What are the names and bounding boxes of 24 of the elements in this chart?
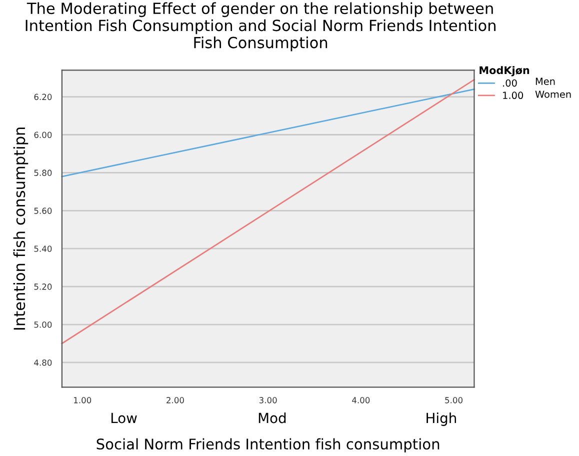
text: High: [426, 412, 456, 426]
text: Men: [536, 78, 555, 85]
y-tick-label: 5.60: [34, 208, 52, 214]
text: Low: [111, 412, 137, 424]
x-tick-label: 3.00: [259, 397, 277, 404]
y-tick-label: 5.00: [34, 322, 52, 328]
y-tick-label: 5.20: [34, 284, 52, 290]
text: Mod: [258, 412, 286, 424]
x-axis-title: Social Norm Friends Intention fish consumption: [96, 438, 440, 452]
chart-title: The Moderating Effect of gender on the relationship between Intention Fish Consumption and Social Norm Friends Intention Fish Consumption: [26, 2, 496, 52]
text: Women: [535, 90, 571, 98]
legend-title: ModKjøn: [480, 66, 530, 76]
x-tick-label: 4.00: [352, 397, 370, 404]
x-tick-label: 5.00: [445, 397, 462, 404]
legend-label: .00: [503, 79, 517, 87]
y-axis-title: Intention fish consumptipn: [13, 128, 28, 330]
y-tick-label: 6.00: [34, 132, 52, 138]
legend-label: 1.00: [503, 92, 524, 100]
x-tick-label: 2.00: [166, 397, 184, 404]
y-tick-label: 5.40: [34, 246, 52, 252]
y-tick-label: 4.80: [34, 359, 52, 366]
x-tick-label: 1.00: [74, 397, 92, 404]
y-tick-label: 6.20: [34, 94, 52, 100]
y-tick-label: 5.80: [34, 170, 52, 176]
